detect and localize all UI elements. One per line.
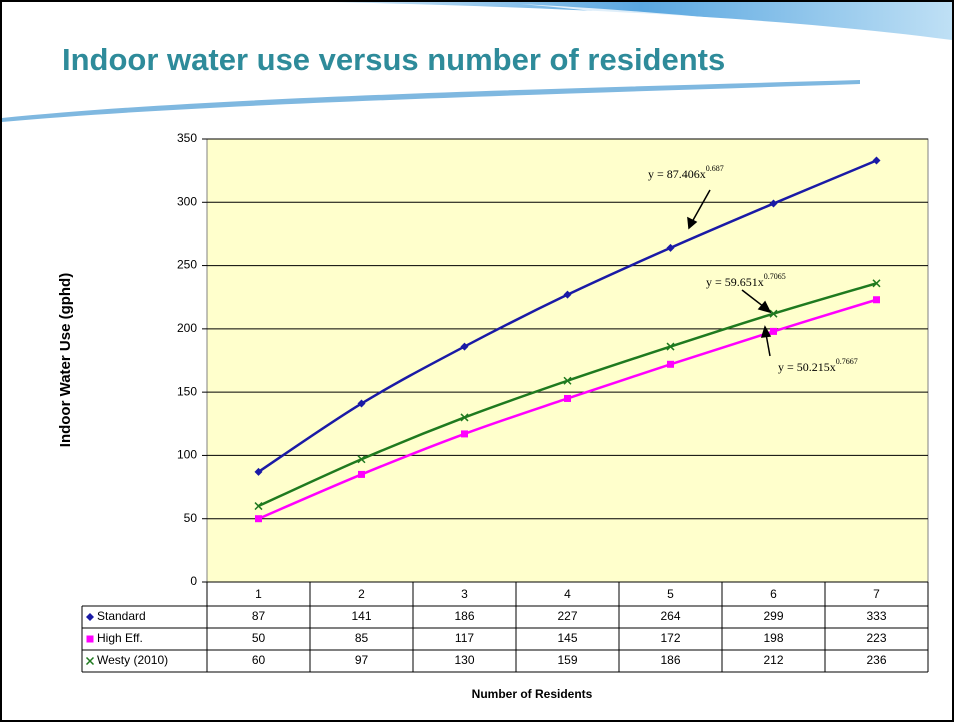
- marker: [460, 413, 469, 422]
- marker: [254, 502, 263, 511]
- legend-label: High Eff.: [97, 631, 143, 645]
- slide-title: Indoor water use versus number of reside…: [62, 42, 725, 77]
- table-value: 117: [455, 631, 474, 645]
- table-value: 130: [454, 653, 474, 667]
- y-tick-label: 50: [184, 511, 198, 525]
- plot-area: [206, 138, 929, 583]
- marker: [255, 515, 262, 523]
- decor-swoosh: [330, 2, 952, 40]
- marker: [666, 342, 675, 351]
- x-tick-label: 2: [358, 587, 365, 601]
- marker: [564, 394, 571, 402]
- y-tick-label: 0: [190, 574, 197, 588]
- trendline-equation: y = 87.406x0.687: [648, 164, 724, 181]
- y-tick-label: 100: [177, 448, 197, 462]
- marker: [872, 156, 881, 165]
- marker: [563, 376, 572, 385]
- y-tick-label: 300: [177, 194, 197, 208]
- table-value: 60: [252, 653, 266, 667]
- marker: [358, 470, 365, 478]
- marker: [769, 309, 778, 318]
- marker: [563, 290, 572, 299]
- legend-label: Standard: [97, 609, 146, 623]
- table-value: 145: [557, 631, 577, 645]
- marker: [461, 430, 468, 438]
- trendline-equation: y = 59.651x0.7065: [706, 272, 786, 289]
- table-value: 97: [355, 653, 369, 667]
- x-tick-label: 5: [667, 587, 674, 601]
- table-value: 236: [866, 653, 886, 667]
- marker: [254, 467, 263, 476]
- table-value: 186: [454, 609, 474, 623]
- table-value: 212: [763, 653, 783, 667]
- x-tick-label: 1: [255, 587, 262, 601]
- x-tick-label: 4: [564, 587, 571, 601]
- table-value: 198: [763, 631, 783, 645]
- table-value: 172: [660, 631, 680, 645]
- marker: [666, 243, 675, 252]
- arrows: [687, 189, 772, 357]
- table-value: 50: [252, 631, 266, 645]
- table-value: 264: [660, 609, 680, 623]
- marker: [770, 327, 777, 335]
- marker: [357, 399, 366, 408]
- marker: [357, 455, 366, 464]
- y-tick-label: 250: [177, 258, 197, 272]
- y-axis-label: Indoor Water Use (gphd): [57, 273, 74, 447]
- y-tick-label: 150: [177, 384, 197, 398]
- legend-label: Westy (2010): [97, 653, 168, 667]
- table-value: 141: [351, 609, 371, 623]
- table-value: 223: [866, 631, 886, 645]
- table-value: 333: [866, 609, 886, 623]
- table-value: 87: [252, 609, 266, 623]
- table-value: 159: [557, 653, 577, 667]
- marker: [872, 279, 881, 288]
- marker: [460, 342, 469, 351]
- marker: [86, 635, 94, 643]
- marker: [667, 360, 674, 368]
- x-tick-label: 3: [461, 587, 468, 601]
- x-tick-label: 7: [873, 587, 880, 601]
- x-axis-label: Number of Residents: [472, 687, 593, 701]
- y-tick-label: 350: [177, 131, 197, 145]
- table-value: 85: [355, 631, 369, 645]
- table-value: 299: [763, 609, 783, 623]
- marker: [769, 199, 778, 208]
- table-value: 186: [660, 653, 680, 667]
- decor-swoosh: [2, 80, 860, 122]
- y-tick-label: 200: [177, 321, 197, 335]
- trendline-equation: y = 50.215x0.7667: [778, 357, 858, 374]
- marker: [873, 296, 880, 304]
- marker: [86, 613, 94, 621]
- x-tick-label: 6: [770, 587, 777, 601]
- marker: [85, 656, 95, 666]
- table-value: 227: [557, 609, 577, 623]
